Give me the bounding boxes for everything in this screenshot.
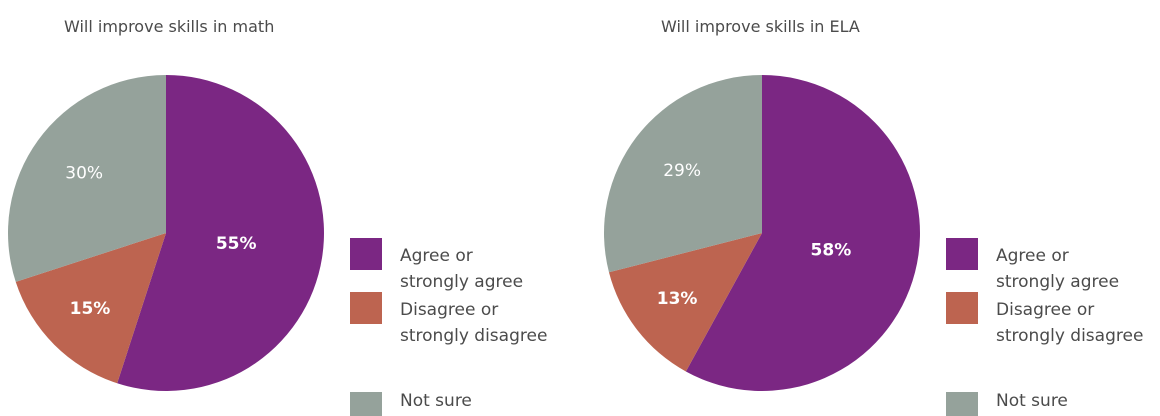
pie-slice-not-sure <box>7 75 166 282</box>
legend-swatch-disagree <box>350 292 382 324</box>
pie-label-agree: 55% <box>216 234 257 254</box>
pie-label-disagree: 13% <box>657 289 698 309</box>
legend-label-not-sure: Not sure <box>996 391 1068 411</box>
pie-label-agree: 58% <box>811 241 852 261</box>
legend-label-not-sure: Not sure <box>400 391 472 411</box>
pie-slice-not-sure <box>603 75 762 273</box>
legend-label-disagree: Disagree or strongly disagree <box>400 300 548 346</box>
legend-swatch-agree <box>946 238 978 270</box>
legend-label-agree: Agree or strongly agree <box>400 246 524 292</box>
legend-swatch-agree <box>350 238 382 270</box>
pie-slice-agree <box>117 75 324 391</box>
legend-label-agree: Agree or strongly agree <box>996 246 1120 292</box>
legend-swatch-not-sure <box>946 392 978 416</box>
legend-label-disagree: Disagree or strongly disagree <box>996 300 1144 346</box>
pie-label-not-sure: 29% <box>663 161 701 181</box>
chart-title-ela: Will improve skills in ELA <box>661 17 860 36</box>
pie-chart-ela: 58% 13% 29% <box>603 75 920 391</box>
pie-chart-math: 55% 15% 30% <box>7 75 324 391</box>
chart-ela: Will improve skills in ELA 58% 13% 29% Agr… <box>596 0 1160 416</box>
chart-math: Will improve skills in math 55% 15% 30% Ag… <box>7 17 548 416</box>
chart-title-math: Will improve skills in math <box>64 17 275 36</box>
legend-swatch-disagree <box>946 292 978 324</box>
pie-slice-disagree <box>15 233 167 384</box>
pie-label-not-sure: 30% <box>65 164 103 184</box>
pie-label-disagree: 15% <box>70 299 111 319</box>
pie-slice-agree <box>685 75 920 391</box>
legend-swatch-not-sure <box>350 392 382 416</box>
pie-slice-disagree <box>608 233 762 372</box>
